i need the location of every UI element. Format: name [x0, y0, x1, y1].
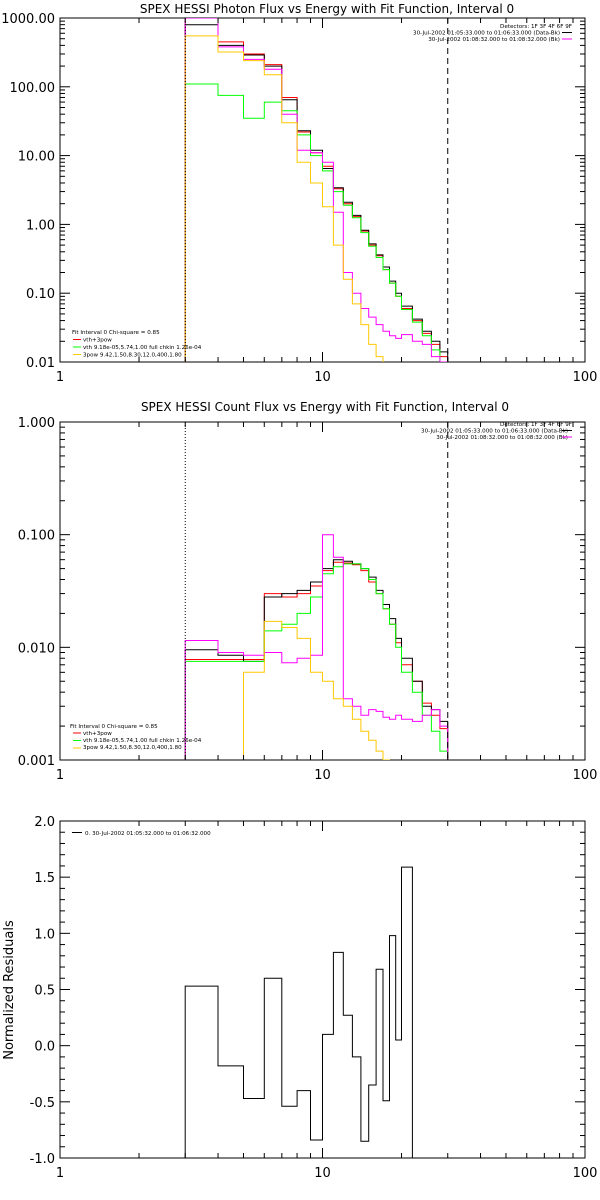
count-x-tick-label: 100 — [573, 768, 598, 783]
count-header-line-2: 30-Jul-2002 01:05:33.000 to 01:06:33.000… — [421, 429, 568, 435]
residuals-series-black — [184, 866, 413, 1158]
residuals-series-group — [184, 866, 413, 1158]
photon-legend-item-3: 3pow 9.42,1.50,8.30,12.0,400,1.80 — [83, 353, 182, 359]
residuals-y-tick-label: -0.5 — [30, 1096, 55, 1111]
count-legend-item-1: vth+3pow — [83, 731, 112, 737]
photon-y-tick-label: 0.10 — [26, 287, 55, 302]
photon-flux-title: SPEX HESSI Photon Flux vs Energy with Fi… — [140, 2, 514, 16]
count-legend-item-3: 3pow 9.42,1.50,8.30,12.0,400,1.80 — [83, 745, 182, 751]
photon-series-green — [184, 83, 449, 362]
photon-series-group — [184, 18, 449, 362]
photon-series-black — [184, 24, 449, 362]
photon-x-tick-label: 1 — [56, 370, 64, 385]
residuals-x-tick-label: 100 — [573, 1166, 598, 1181]
photon-series-orange — [184, 35, 384, 362]
photon-header-line-3: 30-Jul-2002 01:08:32.000 to 01:08:32.000… — [428, 37, 560, 43]
residuals-plot: 1 10 100 -1.0 -0.5 0.0 0.5 1.0 1.5 2.0 — [30, 815, 598, 1181]
photon-series-red — [184, 18, 449, 362]
count-series-magenta — [184, 534, 449, 760]
count-y-tick-label: 0.010 — [18, 641, 55, 656]
photon-x-tick-label: 100 — [573, 370, 598, 385]
count-y-tick-label: 1.000 — [18, 416, 55, 431]
photon-y-tick-label: 100.00 — [10, 81, 56, 96]
photon-legend-title: Fit Interval 0 Chi-square = 0.85 — [72, 330, 160, 336]
count-series-black — [184, 559, 449, 760]
residuals-panel: Normalized Residuals 0. 30-Jul-2002 01:0… — [2, 831, 211, 1060]
photon-y-tick-label: 10.00 — [18, 150, 55, 165]
photon-series-magenta — [184, 18, 449, 362]
count-x-tick-label: 1 — [56, 768, 64, 783]
residuals-x-tick-label: 10 — [314, 1166, 331, 1181]
photon-y-tick-label: 1.00 — [26, 218, 55, 233]
residuals-y-tick-label: 2.0 — [34, 815, 55, 830]
count-header-line-3: 30-Jul-2002 01:08:32.000 to 01:08:32.000… — [436, 435, 568, 441]
residuals-y-tick-label: 0.0 — [34, 1040, 55, 1055]
count-x-tick-label: 10 — [314, 768, 331, 783]
photon-x-tick-label: 10 — [314, 370, 331, 385]
count-plot: 1 10 100 0.001 0.010 0.100 1.000 — [18, 416, 598, 783]
photon-plot: 1 10 100 0.01 0.10 1.00 10.00 100.00 1000.00 — [1, 12, 598, 385]
photon-y-tick-label: 1000.00 — [1, 12, 55, 27]
photon-header-line-2: 30-Jul-2002 01:05:33.000 to 01:06:33.000… — [413, 31, 560, 37]
photon-y-tick-label: 0.01 — [26, 356, 55, 371]
residuals-y-tick-label: -1.0 — [30, 1152, 55, 1167]
count-series-orange — [243, 620, 390, 760]
count-flux-title: SPEX HESSI Count Flux vs Energy with Fit… — [141, 400, 509, 414]
count-header-line-1: Detectors: 1F 3F 4F 6F 9F — [500, 422, 572, 428]
count-y-tick-label: 0.001 — [18, 754, 55, 769]
residuals-legend-item: 0. 30-Jul-2002 01:05:32.000 to 01:06:32.… — [85, 831, 211, 837]
photon-legend-item-1: vth+3pow — [83, 338, 112, 344]
count-y-tick-label: 0.100 — [18, 529, 55, 544]
photon-legend-item-2: vth 9.18e-05,5.74,1.00 full chkin 1.26e-… — [83, 345, 202, 351]
count-series-group — [184, 534, 449, 760]
count-legend-title: Fit Interval 0 Chi-square = 0.85 — [70, 724, 158, 730]
count-flux-panel: SPEX HESSI Count Flux vs Energy with Fit… — [70, 400, 572, 751]
count-legend-item-2: vth 9.18e-05,5.74,1.00 full chkin 1.26e-… — [83, 738, 202, 744]
photon-header-line-1: Detectors: 1F 3F 4F 6F 9F — [500, 24, 572, 30]
residuals-y-tick-label: 0.5 — [34, 984, 55, 999]
residuals-x-tick-label: 1 — [56, 1166, 64, 1181]
residuals-y-tick-label: 1.5 — [34, 871, 55, 886]
count-series-red — [184, 561, 449, 760]
photon-flux-panel: SPEX HESSI Photon Flux vs Energy with Fi… — [72, 2, 572, 359]
residuals-ylabel: Normalized Residuals — [2, 920, 17, 1060]
residuals-y-tick-label: 1.0 — [34, 927, 55, 942]
